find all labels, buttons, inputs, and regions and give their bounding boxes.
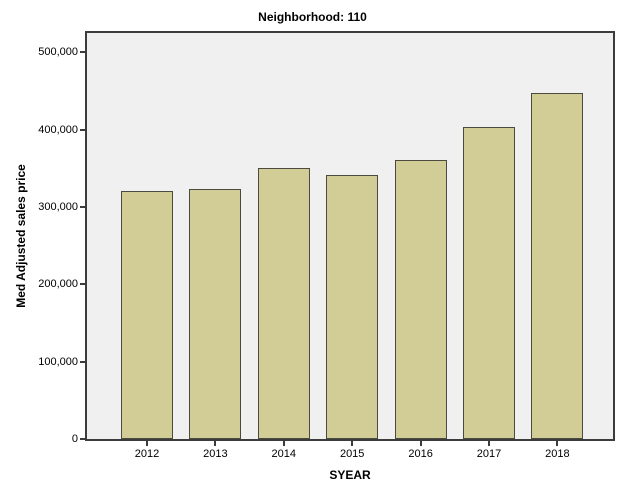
y-tick-mark (80, 51, 85, 54)
y-tick-label: 200,000 (38, 278, 78, 291)
x-tick-mark (488, 441, 490, 446)
x-tick-mark (351, 441, 354, 446)
y-tick-mark (80, 283, 85, 286)
x-tick-label: 2014 (271, 448, 297, 460)
y-tick-label: 300,000 (38, 200, 78, 213)
y-tick-mark (80, 206, 85, 208)
y-tick-label: 100,000 (38, 355, 78, 368)
x-tick-label: 2016 (408, 448, 433, 460)
bar-2013 (189, 189, 242, 439)
x-tick-label: 2015 (339, 448, 365, 460)
plot-area: 0 100,000 200,000 300,000 400,000 500,000 201… (38, 31, 615, 460)
chart-title: Neighborhood: 110 (258, 10, 367, 24)
bar-2018 (531, 93, 584, 439)
y-axis-title: Med Adjusted sales price (14, 164, 29, 308)
x-tick-mark (214, 441, 217, 446)
y-tick-label: 0 (71, 432, 78, 445)
y-tick-mark (80, 128, 85, 131)
x-tick-mark (146, 441, 148, 446)
x-tick-label: 2012 (134, 448, 160, 460)
x-tick-mark (282, 441, 285, 446)
x-tick-label: 2017 (476, 448, 502, 460)
x-tick-label: 2018 (545, 448, 570, 460)
bar-2017 (463, 127, 515, 439)
bar-2015 (326, 175, 379, 439)
bar-2012 (121, 191, 173, 439)
y-tick-label: 400,000 (38, 123, 78, 136)
x-tick-mark (419, 441, 422, 446)
x-tick-mark (556, 441, 559, 446)
y-tick-label: 500,000 (38, 46, 78, 59)
y-axis-title-container: Med Adjusted sales price (8, 31, 34, 441)
bar-2014 (257, 168, 310, 439)
y-tick-mark (80, 438, 85, 440)
bar-2016 (394, 160, 447, 439)
x-axis-title: SYEAR (329, 468, 371, 482)
x-tick-label: 2013 (203, 448, 228, 460)
y-tick-mark (80, 360, 85, 363)
